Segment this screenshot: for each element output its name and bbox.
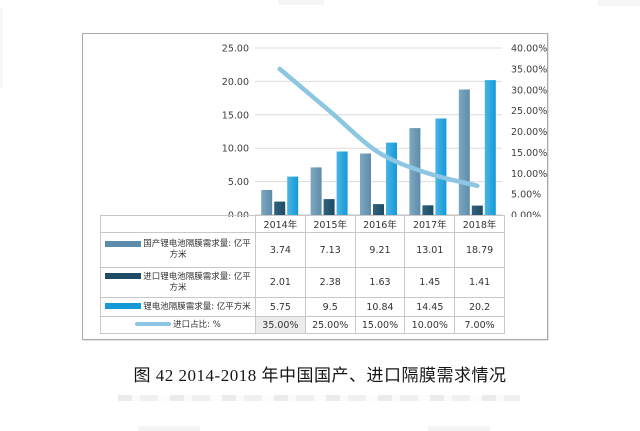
right-axis-tick: 0.00% xyxy=(511,211,541,218)
value-cell: 13.01 xyxy=(404,232,456,268)
value-cell: 10.84 xyxy=(354,297,406,317)
series-name: 进口锂电池隔膜需求量: 亿平方米 xyxy=(143,271,251,293)
right-axis-tick: 35.00% xyxy=(511,64,547,75)
watermark-artifact xyxy=(278,0,324,5)
chart-frame: 0.00 5.00 10.00 15.00 20.00 25.00 0.00% 5.00% 10… xyxy=(82,33,548,340)
value-cell: 2.38 xyxy=(304,267,356,298)
bar-domestic xyxy=(261,190,273,215)
legend-swatch xyxy=(105,273,142,280)
watermark-artifact xyxy=(138,426,200,431)
value-cell: 35.00% xyxy=(255,316,306,334)
bar-import xyxy=(471,205,483,215)
legend-swatch xyxy=(105,240,142,247)
table-row: 进口锂电池隔膜需求量: 亿平方米 2.01 2.38 1.63 1.45 1.41 xyxy=(100,267,505,298)
left-axis-tick: 25.00 xyxy=(222,44,249,55)
bar-domestic xyxy=(458,89,470,215)
series-legend: 进口锂电池隔膜需求量: 亿平方米 xyxy=(100,267,256,298)
right-axis-tick: 20.00% xyxy=(511,127,547,138)
bar-import xyxy=(323,199,335,215)
chart-canvas: 0.00 5.00 10.00 15.00 20.00 25.00 0.00% 5.00% 10… xyxy=(222,44,547,218)
bar-domestic xyxy=(360,153,371,215)
series-legend: 锂电池隔膜需求量: 亿平方米 xyxy=(100,297,256,317)
value-cell: 20.2 xyxy=(454,297,505,317)
value-cell: 15.00% xyxy=(354,316,406,334)
value-cell: 1.41 xyxy=(454,267,505,298)
left-axis-tick: 20.00 xyxy=(222,77,249,88)
value-cell: 9.21 xyxy=(354,232,406,268)
data-table: 2014年 2015年 2016年 2017年 2018年 国产锂电池隔膜需求量: 亿平… xyxy=(100,215,505,334)
value-cell: 14.45 xyxy=(404,297,456,317)
right-axis-tick: 15.00% xyxy=(511,148,547,159)
year-header: 2014年 xyxy=(255,215,306,233)
value-cell: 2.01 xyxy=(255,267,306,298)
bar-import xyxy=(422,205,434,215)
value-cell: 25.00% xyxy=(304,316,356,334)
bar-total xyxy=(336,151,348,215)
bar-import xyxy=(373,204,384,215)
legend-swatch xyxy=(105,303,142,310)
value-cell: 5.75 xyxy=(255,297,306,317)
left-axis-tick: 0.00 xyxy=(228,211,249,218)
value-cell: 7.00% xyxy=(454,316,505,334)
ratio-line xyxy=(277,66,480,189)
legend-swatch xyxy=(135,322,172,327)
value-cell: 1.63 xyxy=(354,267,406,298)
table-row: 锂电池隔膜需求量: 亿平方米 5.75 9.5 10.84 14.45 20.2 xyxy=(100,297,505,317)
year-header: 2015年 xyxy=(304,215,356,233)
right-axis-tick: 25.00% xyxy=(511,106,547,117)
value-cell: 7.13 xyxy=(304,232,356,268)
right-axis-tick: 30.00% xyxy=(511,85,547,96)
bar-domestic xyxy=(409,128,421,215)
right-axis-tick: 5.00% xyxy=(511,190,541,201)
left-axis-tick: 10.00 xyxy=(222,144,249,155)
series-name: 锂电池隔膜需求量: 亿平方米 xyxy=(143,301,251,312)
value-cell: 3.74 xyxy=(255,232,306,268)
watermark-artifact xyxy=(598,0,640,6)
table-corner-blank xyxy=(100,215,256,233)
value-cell: 9.5 xyxy=(304,297,356,317)
bar-import xyxy=(274,201,286,215)
series-name: 国产锂电池隔膜需求量: 亿平方米 xyxy=(143,239,251,260)
value-cell: 1.45 xyxy=(404,267,456,298)
year-header: 2016年 xyxy=(354,215,406,233)
series-legend: 进口占比: % xyxy=(100,316,256,334)
year-header: 2017年 xyxy=(404,215,456,233)
bar-total xyxy=(435,118,447,215)
watermark-artifact xyxy=(0,8,3,88)
watermark-artifact xyxy=(118,395,520,401)
left-axis-tick: 15.00 xyxy=(222,110,249,121)
right-axis-tick: 10.00% xyxy=(511,169,547,180)
watermark-artifact xyxy=(428,426,490,431)
bar-total xyxy=(386,142,397,215)
bar-total xyxy=(287,176,299,215)
right-axis-tick: 40.00% xyxy=(511,44,547,55)
series-legend: 国产锂电池隔膜需求量: 亿平方米 xyxy=(100,232,256,268)
year-header: 2018年 xyxy=(454,215,505,233)
value-cell: 10.00% xyxy=(404,316,456,334)
figure-caption: 图 42 2014-2018 年中国国产、进口隔膜需求情况 xyxy=(133,366,507,385)
series-name: 进口占比: % xyxy=(173,319,221,330)
bar-domestic xyxy=(310,167,322,215)
value-cell: 18.79 xyxy=(454,232,505,268)
table-row: 国产锂电池隔膜需求量: 亿平方米 3.74 7.13 9.21 13.01 18.79 xyxy=(100,232,505,268)
left-axis-tick: 5.00 xyxy=(228,177,249,188)
bar-total xyxy=(484,80,496,215)
table-row: 进口占比: % 35.00% 25.00% 15.00% 10.00% 7.00% xyxy=(100,316,505,334)
